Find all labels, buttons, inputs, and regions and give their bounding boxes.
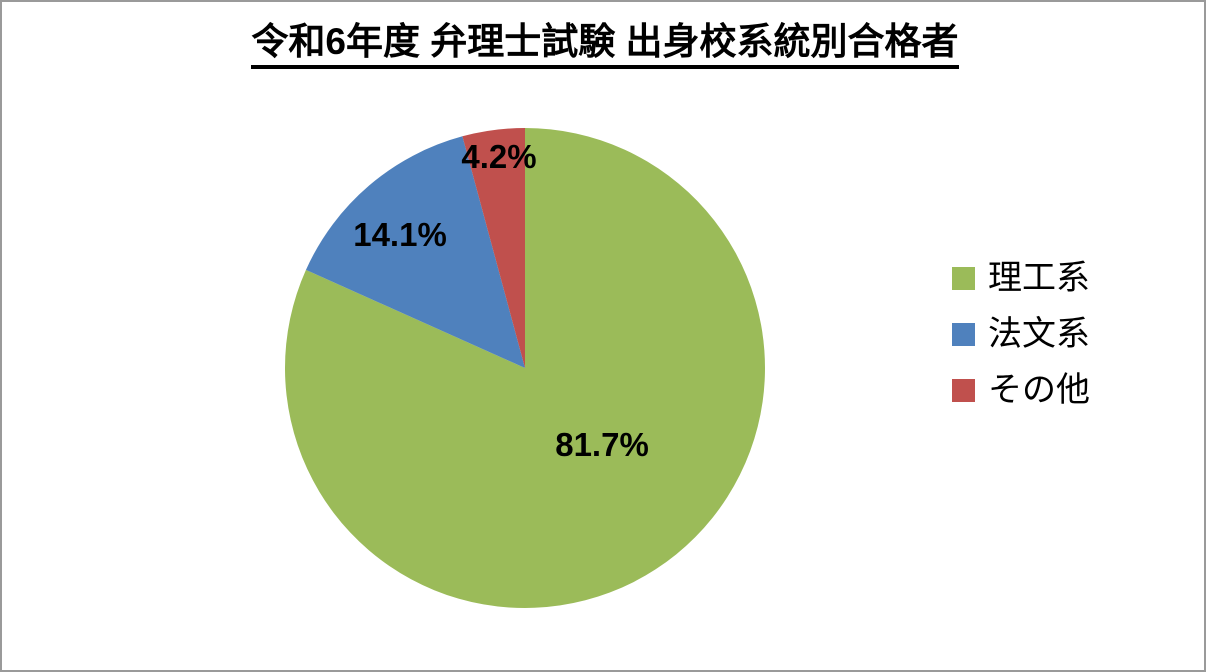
pie-data-label: 4.2% [461,138,537,175]
chart-title: 令和6年度 弁理士試験 出身校系統別合格者 [2,18,1204,69]
legend-item-houbunkei[interactable]: 法文系 [952,306,1090,362]
legend-label-houbunkei: 法文系 [988,315,1090,353]
legend-item-rikoukei[interactable]: 理工系 [952,250,1090,306]
pie-slice[interactable] [305,136,525,368]
pie-slice[interactable] [284,128,765,608]
legend-swatch-red-icon [952,378,975,402]
pie-data-label: 81.7% [555,426,649,463]
chart-legend: 理工系 法文系 その他 [952,250,1090,418]
pie-slice[interactable] [462,128,525,368]
legend-swatch-green-icon [952,266,975,290]
chart-title-text: 令和6年度 弁理士試験 出身校系統別合格者 [251,21,959,69]
legend-swatch-blue-icon [952,322,975,346]
legend-item-sonota[interactable]: その他 [952,362,1090,418]
pie-data-label: 14.1% [353,216,447,253]
legend-label-sonota: その他 [988,371,1090,409]
legend-label-rikoukei: 理工系 [988,259,1090,297]
pie-plot-area [284,128,765,608]
pie-svg [284,128,765,608]
